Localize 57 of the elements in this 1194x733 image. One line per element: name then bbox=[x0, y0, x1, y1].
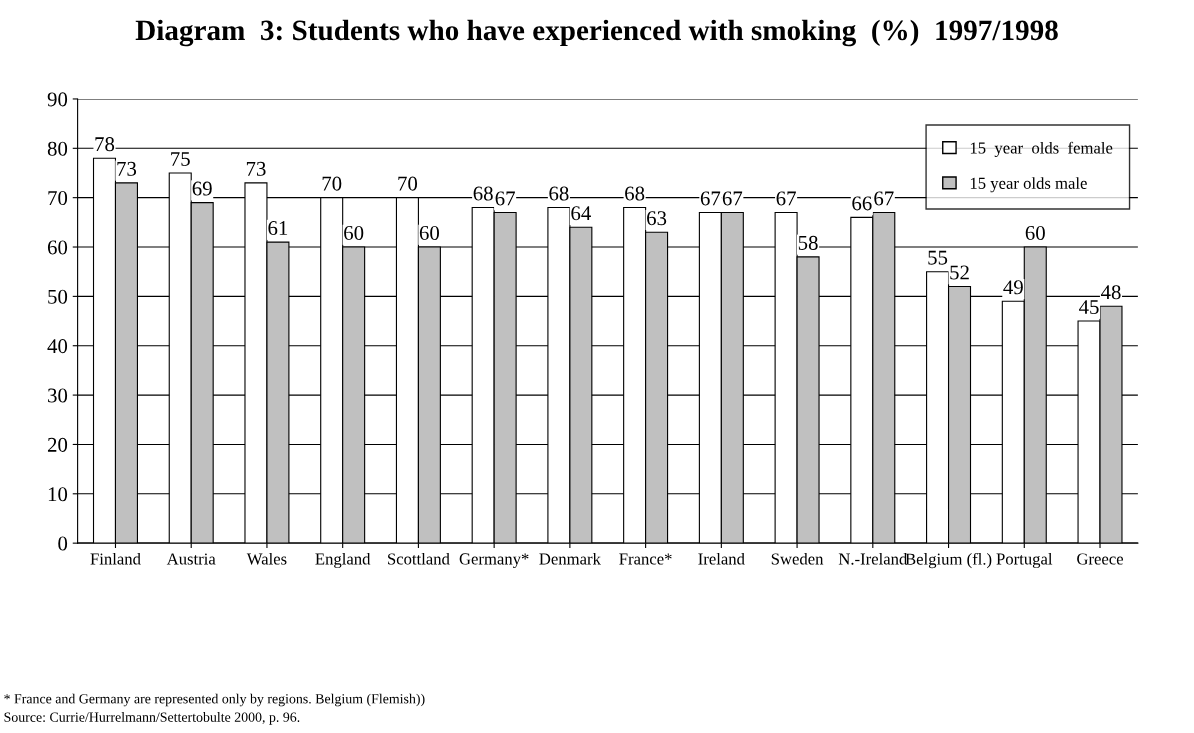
data-label: 73 bbox=[246, 161, 266, 176]
data-label: 60 bbox=[344, 225, 364, 241]
x-tick-label: Sweden bbox=[771, 552, 824, 565]
data-label: 45 bbox=[1079, 300, 1099, 315]
x-tick-label: France* bbox=[619, 553, 672, 565]
data-label: 63 bbox=[647, 211, 667, 226]
data-label: 49 bbox=[1003, 280, 1023, 295]
data-label: 67 bbox=[874, 191, 894, 206]
x-tick-label: Greece bbox=[1077, 553, 1124, 565]
x-tick-label: Ireland bbox=[698, 552, 745, 565]
data-label: 70 bbox=[322, 176, 342, 191]
legend-label: 15 year olds female bbox=[970, 141, 1113, 158]
data-label: 58 bbox=[798, 235, 818, 250]
data-label: 68 bbox=[625, 186, 645, 201]
data-label: 67 bbox=[700, 191, 721, 206]
data-label: 67 bbox=[495, 191, 515, 206]
text: * France and Germany are represented only by regions. Belgium (Flemish)) bbox=[4, 693, 425, 707]
data-label: 64 bbox=[571, 206, 591, 221]
data-label: 60 bbox=[1025, 225, 1045, 241]
x-tick-label: Germany* bbox=[459, 553, 529, 568]
legend-label: 15 year olds male bbox=[970, 177, 1087, 193]
data-label: 78 bbox=[95, 137, 115, 152]
y-tick-label: 40 bbox=[47, 339, 68, 354]
data-label: 69 bbox=[192, 181, 212, 196]
data-label: 61 bbox=[268, 221, 288, 236]
data-label: 48 bbox=[1100, 285, 1121, 300]
x-tick-label: England bbox=[315, 552, 371, 569]
y-tick-label: 90 bbox=[47, 92, 68, 107]
y-tick-label: 60 bbox=[47, 240, 68, 255]
data-label: 66 bbox=[852, 196, 872, 211]
y-tick-label: 80 bbox=[47, 141, 68, 156]
x-tick-label: Finland bbox=[90, 552, 141, 565]
y-tick-label: 20 bbox=[47, 437, 68, 452]
data-label: 60 bbox=[419, 225, 440, 241]
x-tick-label: Belgium (fl.) bbox=[905, 552, 992, 569]
data-label: 67 bbox=[776, 191, 796, 206]
data-label: 55 bbox=[928, 250, 948, 265]
x-tick-label: Austria bbox=[166, 553, 216, 565]
x-tick-label: Wales bbox=[246, 552, 287, 565]
data-label: 75 bbox=[171, 152, 190, 166]
y-tick-label: 70 bbox=[48, 191, 68, 206]
data-label: 68 bbox=[549, 186, 569, 201]
x-tick-label: Denmark bbox=[539, 552, 601, 565]
data-label: 73 bbox=[117, 161, 137, 176]
data-label: 67 bbox=[722, 191, 743, 206]
y-tick-label: 50 bbox=[48, 289, 68, 304]
x-tick-label: N.-Ireland bbox=[838, 552, 908, 565]
x-tick-label: Portugal bbox=[996, 552, 1053, 569]
data-label: 52 bbox=[950, 265, 969, 280]
y-tick-label: 10 bbox=[48, 487, 68, 502]
chart-title: Diagram 3: Students who have experienced with smoking (%) 1997/1998 bbox=[135, 19, 1058, 47]
x-tick-label: Scottland bbox=[388, 552, 450, 565]
data-label: 70 bbox=[398, 176, 418, 191]
data-label: 68 bbox=[473, 186, 493, 201]
y-tick-label: 0 bbox=[58, 536, 68, 551]
source-note: Source: Currie/Hurrelmann/Settertobulte 2000, p. 96. bbox=[4, 712, 300, 725]
y-tick-label: 30 bbox=[48, 388, 68, 403]
